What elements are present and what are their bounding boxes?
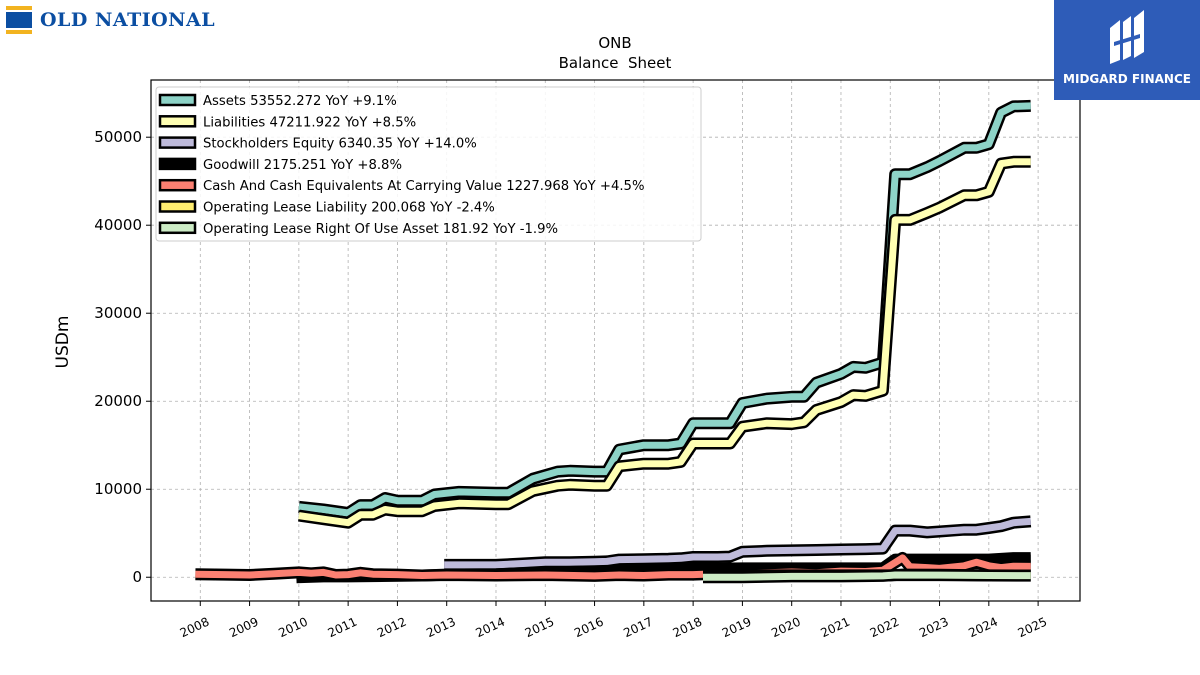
x-tick-label: 2011 [326, 615, 360, 641]
x-tick-label: 2021 [818, 615, 852, 641]
x-tick-label: 2010 [276, 615, 310, 641]
x-tick-label: 2013 [424, 615, 458, 641]
legend-entry: Stockholders Equity 6340.35 YoY +14.0% [203, 137, 477, 152]
series-line [195, 554, 1031, 580]
series-cash-and-cash-equivalents-at-carrying-value [195, 551, 1031, 582]
x-tick-label: 2023 [917, 615, 951, 641]
series-liabilities [298, 155, 1031, 529]
legend: Assets 53552.272 YoY +9.1% Liabilities 47… [155, 86, 702, 242]
legend-entry: Cash And Cash Equivalents At Carrying Va… [203, 179, 644, 194]
x-tick-label: 2018 [671, 615, 705, 641]
y-tick-label: 10000 [94, 480, 142, 498]
series-line [703, 571, 1031, 581]
legend-swatch [158, 221, 197, 235]
y-tick-label: 40000 [94, 216, 142, 234]
series-line [298, 102, 1031, 517]
y-tick-label: 20000 [94, 392, 142, 410]
x-tick-label: 2016 [572, 615, 606, 641]
chart-title: ONB [598, 34, 631, 52]
legend-box [155, 86, 702, 242]
midgard-finance-logo: MIDGARD FINANCE [1054, 0, 1200, 100]
legend-swatch [158, 157, 197, 171]
x-tick-label: 2017 [621, 615, 655, 641]
legend-swatch [158, 93, 197, 107]
series-line [298, 158, 1031, 527]
midgard-emblem-icon [1110, 10, 1144, 64]
old-national-logo: OLD NATIONAL [6, 6, 215, 34]
y-axis-label: USDm [53, 316, 73, 369]
legend-swatch [158, 136, 197, 149]
x-tick-label: 2009 [227, 615, 261, 641]
series-stockholders-equity [444, 515, 1032, 571]
y-tick-label: 50000 [94, 128, 142, 146]
x-tick-label: 2012 [375, 615, 409, 641]
series-operating-lease-right-of-use-asset [703, 569, 1031, 584]
old-national-name: OLD NATIONAL [40, 9, 216, 31]
legend-entry: Operating Lease Liability 200.068 YoY -2… [203, 201, 495, 216]
x-tick-label: 2024 [966, 615, 1000, 641]
midgard-finance-name: MIDGARD FINANCE [1063, 72, 1191, 86]
old-national-mark-icon [6, 6, 32, 34]
chart-subtitle: Balance Sheet [559, 54, 672, 72]
y-tick-label: 0 [132, 568, 142, 586]
plot-frame [150, 79, 1081, 602]
series-layer [195, 99, 1032, 584]
legend-entry: Liabilities 47211.922 YoY +8.5% [203, 115, 416, 130]
x-tick-label: 2022 [868, 615, 902, 641]
legend-swatch [158, 200, 197, 213]
x-tick-label: 2014 [473, 615, 507, 641]
series-line [444, 517, 1031, 569]
series-assets [298, 99, 1031, 519]
legend-entry: Assets 53552.272 YoY +9.1% [203, 94, 397, 109]
x-tick-label: 2008 [178, 615, 212, 641]
legend-entry: Goodwill 2175.251 YoY +8.8% [203, 158, 402, 173]
x-tick-label: 2019 [720, 615, 754, 641]
x-tick-label: 2020 [769, 615, 803, 641]
legend-swatch [158, 178, 197, 192]
y-tick-label: 30000 [94, 304, 142, 322]
x-tick-label: 2015 [523, 615, 557, 641]
legend-entry: Operating Lease Right Of Use Asset 181.9… [203, 222, 558, 237]
legend-swatch [158, 115, 197, 128]
x-tick-label: 2025 [1016, 615, 1050, 641]
